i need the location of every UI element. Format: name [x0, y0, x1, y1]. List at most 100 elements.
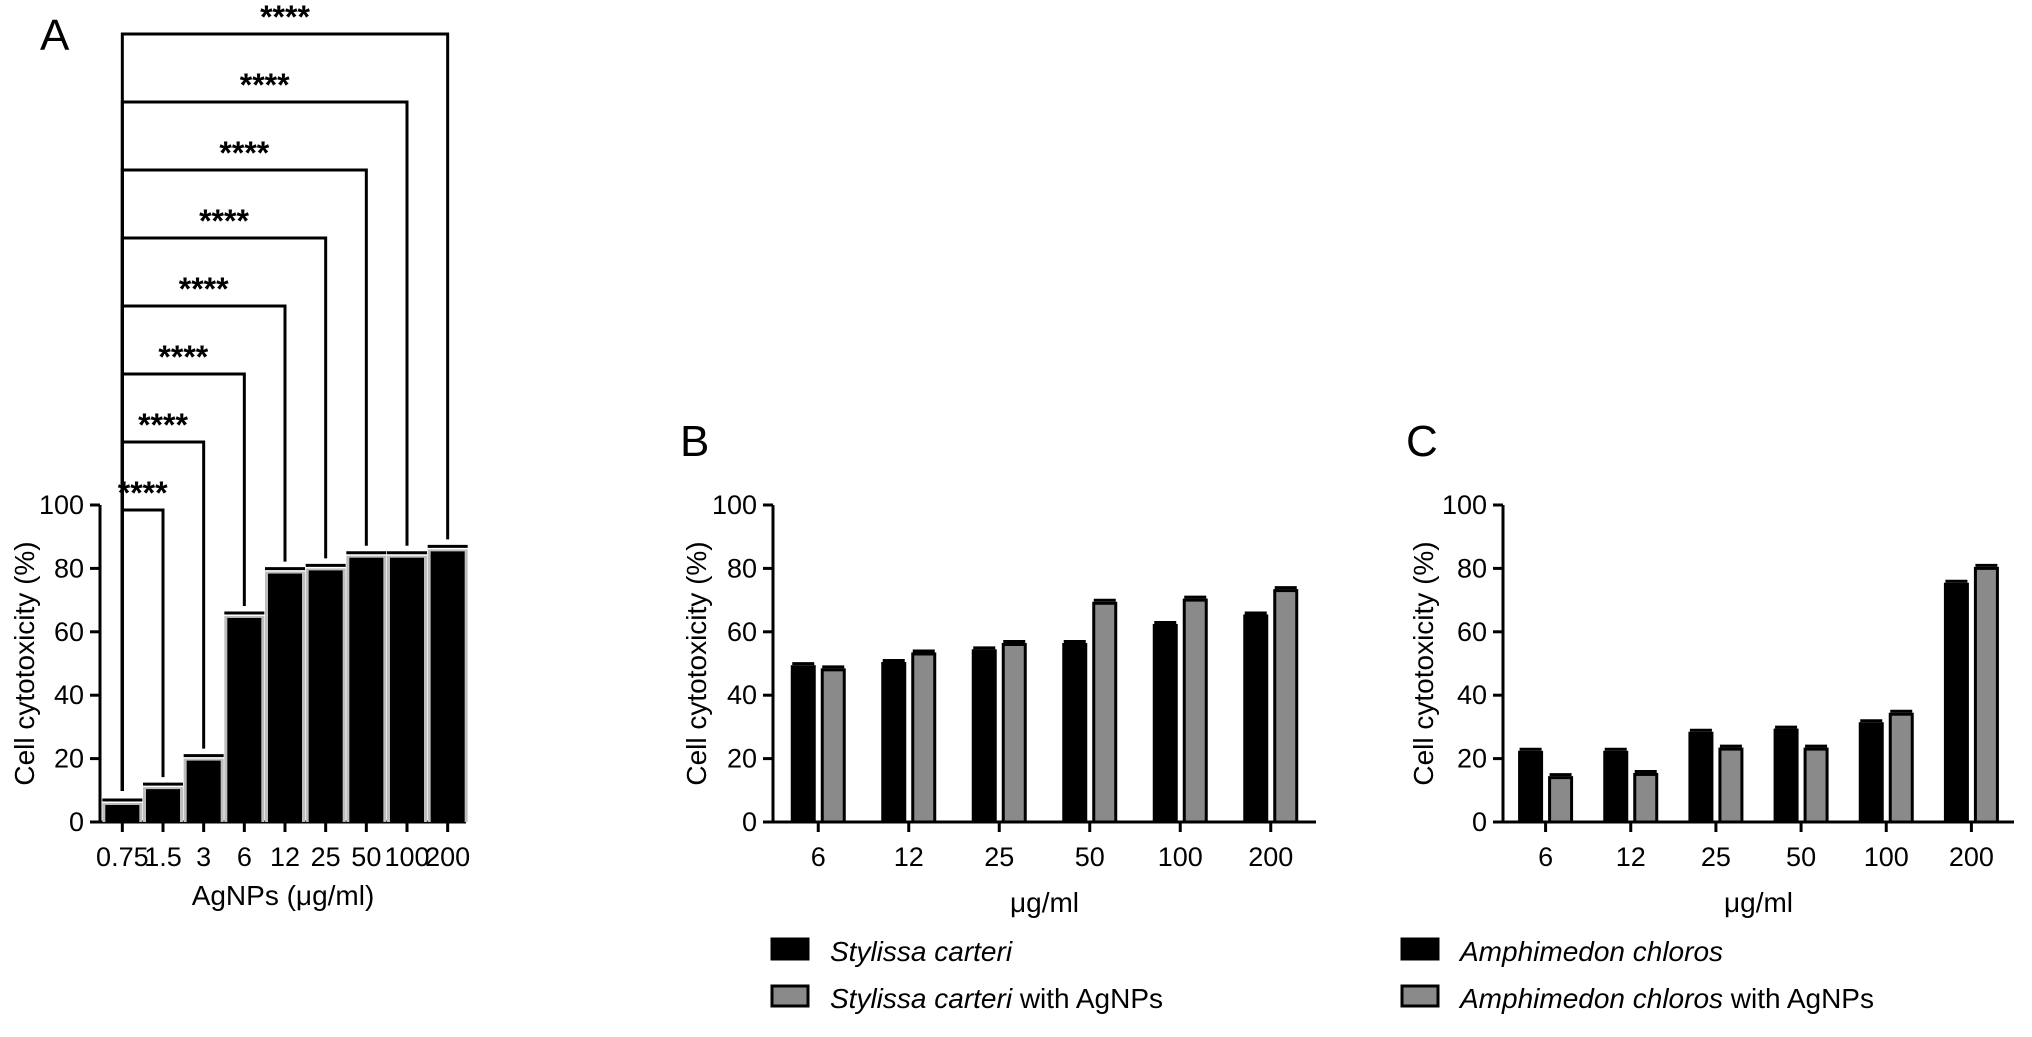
- x-tick-label: 100: [1864, 842, 1909, 872]
- bar: [1548, 776, 1574, 824]
- y-tick-label: 100: [1442, 490, 1487, 520]
- bar: [881, 662, 907, 824]
- bar: [1858, 722, 1884, 824]
- bar: [971, 649, 997, 824]
- significance-label: ****: [118, 475, 168, 511]
- panel-letter: B: [680, 417, 709, 466]
- y-tick-label: 100: [712, 490, 757, 520]
- bar: [1633, 772, 1659, 824]
- bar: [1062, 642, 1088, 824]
- bar: [1603, 750, 1629, 824]
- legend-label-species: Amphimedon chloros: [1458, 936, 1723, 967]
- significance-label: ****: [260, 0, 310, 35]
- legend-label-suffix: with AgNPs: [1012, 983, 1163, 1014]
- x-tick-label: 12: [270, 842, 300, 872]
- x-tick-label: 25: [311, 842, 341, 872]
- y-tick-label: 40: [54, 680, 84, 710]
- legend-label: Stylissa carteri: [830, 936, 1013, 967]
- y-tick-label: 60: [54, 617, 84, 647]
- y-tick-label: 80: [54, 553, 84, 583]
- x-tick-label: 200: [1248, 842, 1293, 872]
- legend-swatch: [770, 937, 810, 961]
- legend-label: Amphimedon chloros: [1458, 936, 1723, 967]
- bar: [1152, 623, 1178, 824]
- x-tick-label: 6: [1538, 842, 1553, 872]
- bar: [227, 617, 262, 822]
- y-tick-label: 20: [1457, 744, 1487, 774]
- y-tick-label: 20: [54, 744, 84, 774]
- x-tick-label: 0.75: [96, 842, 149, 872]
- bar: [1518, 750, 1544, 824]
- x-tick-label: 25: [984, 842, 1014, 872]
- x-tick-label: 6: [237, 842, 252, 872]
- y-tick-label: 80: [727, 553, 757, 583]
- x-tick-label: 50: [1075, 842, 1105, 872]
- y-tick-label: 80: [1457, 553, 1487, 583]
- x-tick-label: 3: [196, 842, 211, 872]
- y-axis-title: Cell cytotoxicity (%): [1408, 541, 1439, 785]
- bar: [1001, 642, 1027, 824]
- x-tick-label: 50: [1786, 842, 1816, 872]
- y-tick-label: 0: [1472, 807, 1487, 837]
- bar: [911, 652, 937, 824]
- y-tick-label: 40: [1457, 680, 1487, 710]
- bar: [1688, 731, 1714, 824]
- x-tick-label: 25: [1701, 842, 1731, 872]
- bar: [790, 665, 816, 824]
- x-axis-title: μg/ml: [1010, 887, 1079, 918]
- x-tick-label: 12: [894, 842, 924, 872]
- bar: [1718, 747, 1744, 824]
- bar: [1243, 614, 1269, 824]
- bar: [430, 551, 465, 822]
- y-tick-label: 0: [69, 807, 84, 837]
- legend-label-species: Stylissa carteri: [830, 983, 1013, 1014]
- legend-label: Amphimedon chloros with AgNPs: [1458, 983, 1874, 1014]
- bar: [1943, 582, 1969, 824]
- y-axis-title: Cell cytotoxicity (%): [9, 541, 40, 785]
- significance-label: ****: [219, 135, 269, 171]
- legend-label-species: Amphimedon chloros: [1458, 983, 1723, 1014]
- panel-a: A 0 20 40 60 80 100 Cell cytotoxicity (%) AgNPs …: [9, 0, 470, 911]
- bar: [146, 789, 180, 822]
- y-tick-label: 0: [742, 807, 757, 837]
- legend-swatch: [1400, 937, 1440, 961]
- bar: [268, 573, 302, 822]
- bar: [1973, 566, 1999, 824]
- y-tick-label: 40: [727, 680, 757, 710]
- x-tick-label: 6: [811, 842, 826, 872]
- x-tick-label: 100: [1158, 842, 1203, 872]
- significance-label: ****: [240, 67, 290, 103]
- legend-swatch: [770, 984, 810, 1008]
- bar: [186, 760, 221, 822]
- significance-label: ****: [199, 203, 249, 239]
- significance-label: ****: [179, 271, 229, 307]
- bar: [1182, 598, 1208, 824]
- bar: [1803, 747, 1829, 824]
- bar: [1273, 589, 1299, 824]
- y-tick-label: 60: [1457, 617, 1487, 647]
- bar: [1888, 712, 1914, 824]
- x-tick-label: 50: [351, 842, 381, 872]
- bar: [308, 570, 343, 822]
- bar: [390, 557, 424, 822]
- y-tick-label: 100: [39, 490, 84, 520]
- significance-label: ****: [158, 339, 208, 375]
- bar: [1092, 601, 1118, 824]
- x-tick-label: 200: [1949, 842, 1994, 872]
- legend-label-suffix: with AgNPs: [1723, 983, 1874, 1014]
- x-axis-title: μg/ml: [1724, 887, 1793, 918]
- x-tick-label: 200: [425, 842, 470, 872]
- panel-letter: C: [1406, 417, 1438, 466]
- panel-letter: A: [40, 11, 70, 60]
- significance-label: ****: [138, 407, 188, 443]
- bar: [105, 804, 140, 822]
- legend-label: Stylissa carteri with AgNPs: [830, 983, 1163, 1014]
- legend-label-species: Stylissa carteri: [830, 936, 1013, 967]
- bar: [820, 668, 846, 824]
- significance-bracket: [120, 508, 165, 791]
- significance-bracket: [120, 32, 450, 791]
